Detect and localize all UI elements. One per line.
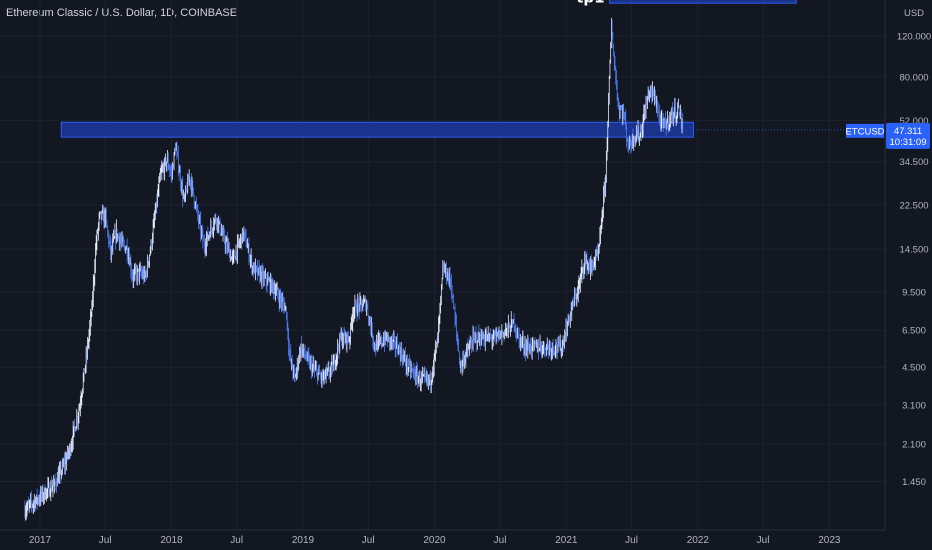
title-separator: , [153,7,161,19]
x-tick-3: Jul [230,535,243,546]
title-separator-2: , [174,7,181,19]
exchange: COINBASE [180,7,238,19]
symbol-badge [846,123,884,138]
x-tick-8: 2021 [555,535,578,546]
price-axis[interactable]: 1.450 2.100 3.100 4.500 6.500 9.500 14.500 22.5… [884,0,932,550]
y-tick-3: 4.500 [902,363,926,374]
x-tick-5: Jul [362,535,375,546]
zone-0[interactable] [60,121,695,138]
x-tick-1: Jul [99,535,112,546]
price-badge [886,122,930,149]
y-tick-1: 2.100 [902,440,926,451]
x-tick-4: 2019 [292,535,315,546]
x-tick-9: Jul [625,535,638,546]
interval: 1D [160,7,175,19]
zone-label-1: tp1 [576,0,604,7]
x-tick-12: 2023 [818,535,841,546]
x-tick-6: 2020 [423,535,446,546]
time-axis-bg [0,530,885,550]
y-tick-10: 80.000 [899,72,928,83]
chart-title: Ethereum Classic / U.S. Dollar, 1D, COIN… [6,7,237,19]
x-tick-0: 2017 [29,535,52,546]
y-tick-8: 34.500 [899,157,928,168]
y-unit: USD [904,8,924,19]
y-tick-5: 9.500 [902,287,926,298]
zone-labels: tp1tp2Dream price [576,0,604,7]
price-badge-value: 47.311 [894,126,922,137]
zones [60,0,797,138]
grid-lines [0,0,885,530]
y-tick-7: 22.500 [899,200,928,211]
x-tick-10: 2022 [687,535,710,546]
x-tick-2: 2018 [160,535,183,546]
symbol-badge-text: ETCUSD [845,126,884,137]
price-axis-bg [885,0,932,550]
x-tick-7: Jul [494,535,507,546]
y-tick-9: 52.000 [899,116,928,127]
candles [24,17,684,521]
y-tick-4: 6.500 [902,326,926,337]
price-badge-countdown: 10:31:09 [890,137,927,148]
y-tick-2: 3.100 [902,400,926,411]
y-tick-0: 1.450 [902,477,926,488]
y-tick-11: 120.000 [897,31,931,42]
y-tick-6: 14.500 [899,245,928,256]
time-axis[interactable]: 2017 Jul 2018 Jul 2019 Jul 2020 Jul 2021 Jul 2022 J… [0,529,885,550]
zone-1[interactable] [609,0,797,4]
x-tick-11: Jul [757,535,770,546]
symbol-name: Ethereum Classic / U.S. Dollar [6,7,154,19]
